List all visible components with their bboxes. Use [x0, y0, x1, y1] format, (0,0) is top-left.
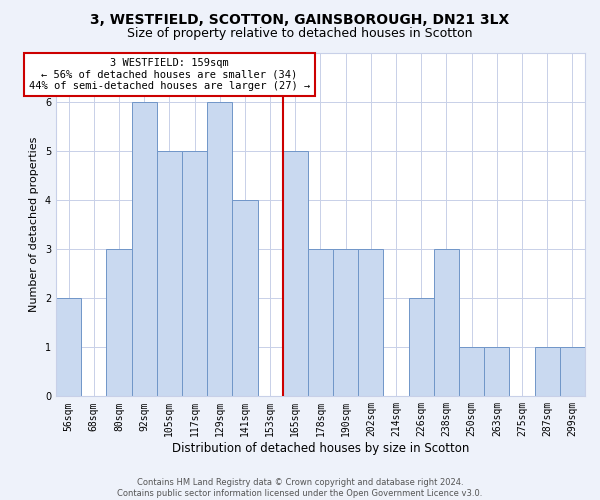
Bar: [459, 347, 484, 397]
Bar: [283, 150, 308, 396]
X-axis label: Distribution of detached houses by size in Scotton: Distribution of detached houses by size …: [172, 442, 469, 455]
Text: 3 WESTFIELD: 159sqm
← 56% of detached houses are smaller (34)
44% of semi-detach: 3 WESTFIELD: 159sqm ← 56% of detached ho…: [29, 58, 310, 91]
Bar: [484, 347, 509, 397]
Text: 3, WESTFIELD, SCOTTON, GAINSBOROUGH, DN21 3LX: 3, WESTFIELD, SCOTTON, GAINSBOROUGH, DN2…: [91, 12, 509, 26]
Bar: [232, 200, 257, 396]
Bar: [308, 249, 333, 396]
Bar: [333, 249, 358, 396]
Bar: [434, 249, 459, 396]
Text: Contains HM Land Registry data © Crown copyright and database right 2024.
Contai: Contains HM Land Registry data © Crown c…: [118, 478, 482, 498]
Bar: [358, 249, 383, 396]
Bar: [207, 102, 232, 397]
Bar: [560, 347, 585, 397]
Bar: [106, 249, 131, 396]
Bar: [182, 150, 207, 396]
Bar: [56, 298, 81, 396]
Bar: [535, 347, 560, 397]
Bar: [157, 150, 182, 396]
Y-axis label: Number of detached properties: Number of detached properties: [29, 136, 40, 312]
Text: Size of property relative to detached houses in Scotton: Size of property relative to detached ho…: [127, 28, 473, 40]
Bar: [409, 298, 434, 396]
Bar: [131, 102, 157, 397]
